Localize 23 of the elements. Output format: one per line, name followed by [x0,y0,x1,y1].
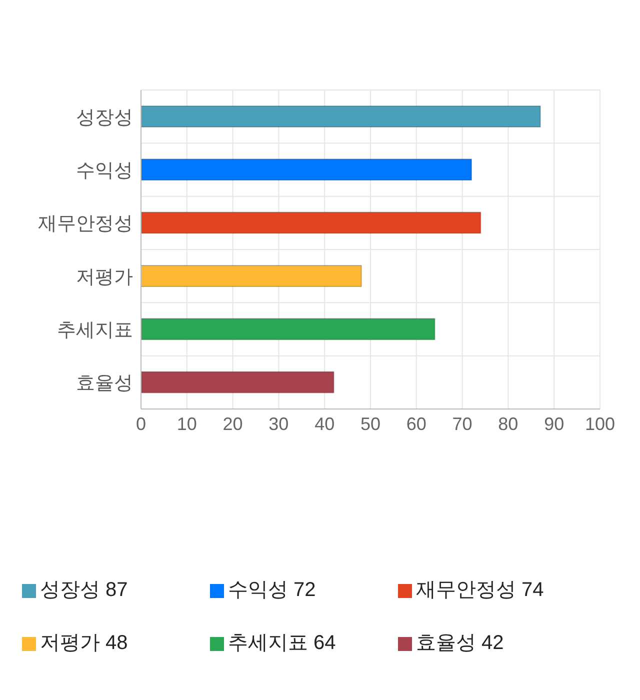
legend-label: 효율성 42 [416,632,504,654]
legend-label: 성장성 87 [40,579,128,601]
x-tick-label: 0 [136,414,146,434]
y-tick-label: 저평가 [76,266,133,288]
x-tick-label: 10 [176,414,197,434]
x-tick-label: 20 [222,414,243,434]
x-tick-label: 80 [498,414,518,434]
y-tick-label: 수익성 [76,160,133,182]
legend-label: 저평가 48 [40,632,128,654]
x-tick-label: 40 [314,414,335,434]
y-tick-label: 재무안정성 [38,214,133,235]
x-tick-label: 90 [544,414,564,434]
x-tick-label: 50 [360,414,381,434]
x-tick-label: 100 [584,414,616,434]
y-tick-label: 효율성 [76,373,133,394]
x-tick-label: 30 [268,414,289,434]
legend-label: 재무안정성 74 [416,579,544,601]
legend-label: 수익성 72 [228,579,316,601]
x-tick-label: 60 [406,414,426,434]
y-tick-label: 성장성 [76,107,133,128]
legend-label: 추세지표 64 [228,632,336,654]
y-tick-label: 추세지표 [57,320,133,341]
x-tick-label: 70 [452,414,472,434]
